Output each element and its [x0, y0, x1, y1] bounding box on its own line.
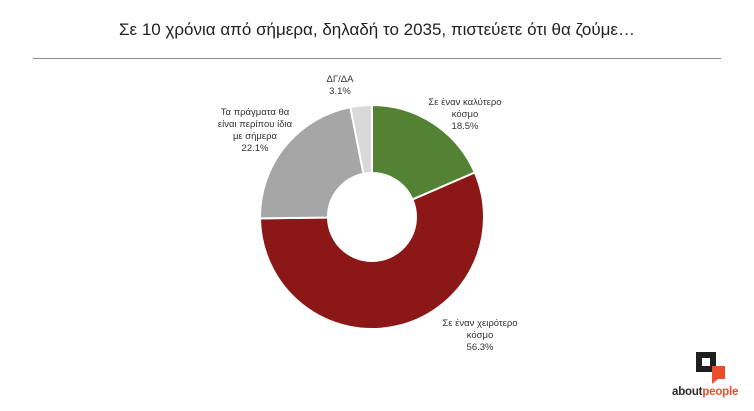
slice-worse	[258, 171, 485, 330]
slice-label-better: Σε έναν καλύτερο κόσμο 18.5%	[428, 97, 502, 132]
slice-label-worse: Σε έναν χειρότερο κόσμο 56.3%	[442, 318, 518, 353]
slice-label-dk-na: ΔΓ/ΔΑ 3.1%	[326, 74, 354, 97]
chart-title: Σε 10 χρόνια από σήμερα, δηλαδή το 2035,…	[119, 20, 635, 39]
slice-dk-na	[349, 103, 373, 176]
slice-label-same: Τα πράγματα θα είναι περίπου ίδια με σήμ…	[217, 107, 293, 154]
slice-better	[371, 103, 477, 201]
brand-wordmark: aboutpeople	[672, 386, 739, 398]
slice-same	[259, 105, 365, 220]
aboutpeople-logo-icon	[696, 352, 725, 384]
title-divider	[33, 58, 721, 59]
